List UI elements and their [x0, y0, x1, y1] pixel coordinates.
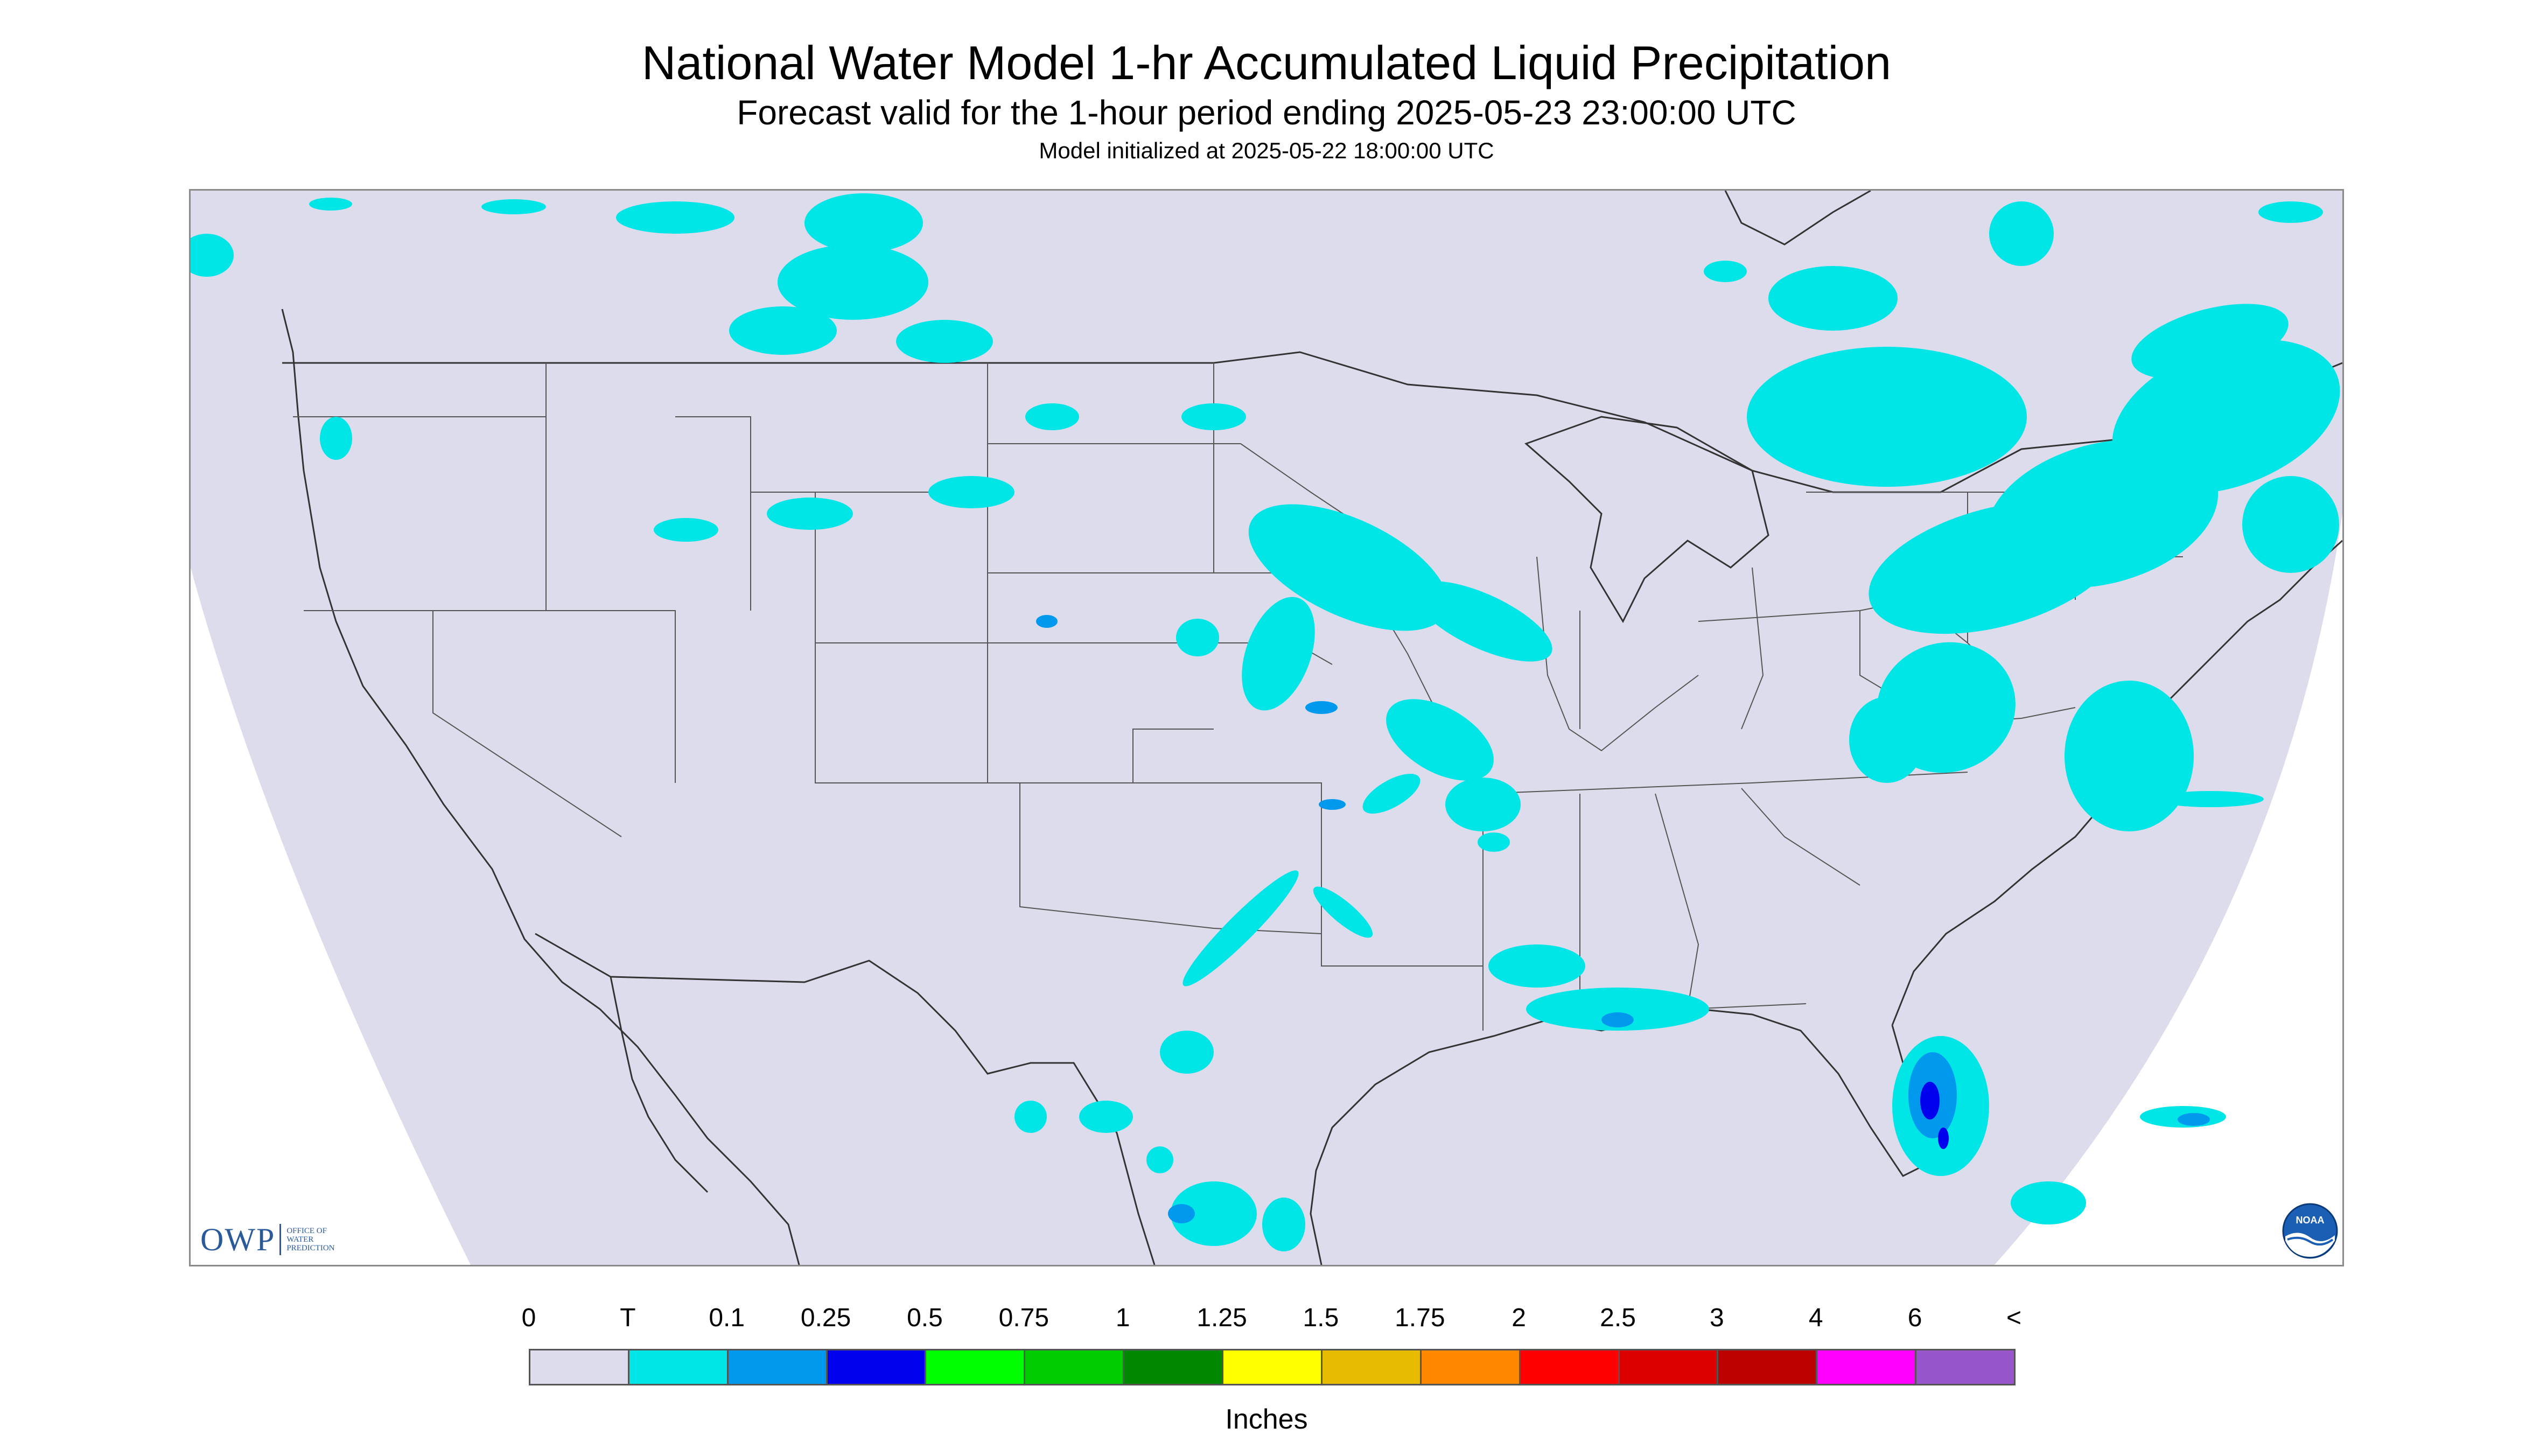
map-canvas: [191, 191, 2342, 1265]
precip-trace-areas: [191, 193, 2340, 1251]
legend-tick-label: 0: [521, 1304, 536, 1332]
map-subtitle: Forecast valid for the 1-hour period end…: [737, 93, 1796, 132]
legend-tick-label: 3: [1710, 1304, 1724, 1332]
owp-logo-divider: [279, 1224, 282, 1255]
legend-tick-label: T: [620, 1304, 636, 1332]
legend-swatch: [627, 1349, 729, 1385]
mexico-border: [535, 933, 1156, 1265]
legend-swatch: [1816, 1349, 1917, 1385]
legend-tick-label: 1.5: [1303, 1304, 1339, 1332]
legend-swatch: [1024, 1349, 1125, 1385]
legend-swatch: [825, 1349, 927, 1385]
legend-tick-label: 2.5: [1600, 1304, 1636, 1332]
legend-tick-label: 0.75: [998, 1304, 1049, 1332]
legend-swatch: [1123, 1349, 1224, 1385]
legend-tick-label: 1: [1115, 1304, 1130, 1332]
legend-swatch: [1419, 1349, 1521, 1385]
map-title: National Water Model 1-hr Accumulated Li…: [641, 36, 1892, 89]
model-init-label: Model initialized at 2025-05-22 18:00:00…: [1039, 138, 1494, 163]
legend-swatch: [925, 1349, 1026, 1385]
legend-units: Inches: [1225, 1404, 1308, 1435]
legend-tick-label: 0.5: [907, 1304, 943, 1332]
model-domain: [191, 191, 2342, 1265]
legend-swatch: [1915, 1349, 2016, 1385]
owp-logo-letters: OWP: [200, 1221, 276, 1257]
owp-logo: OWP OFFICE OF WATER PREDICTION: [200, 1218, 367, 1261]
hudson-bay-shore: [1724, 191, 1871, 246]
legend-swatch: [1519, 1349, 1620, 1385]
legend-tick-label: 6: [1907, 1304, 1922, 1332]
legend-tick-label: <: [2006, 1304, 2022, 1332]
noaa-logo: NOAA: [2282, 1203, 2338, 1259]
legend-swatch: [1717, 1349, 1818, 1385]
legend-tick-label: 2: [1512, 1304, 1527, 1332]
legend-swatch: [726, 1349, 828, 1385]
legend-tick-label: 1.75: [1395, 1304, 1445, 1332]
legend-tick-label: 0.25: [800, 1304, 851, 1332]
precip-moderate-areas: [1920, 1082, 1949, 1149]
west-coast: [281, 309, 800, 1265]
legend-swatch: [529, 1349, 629, 1385]
svg-text:NOAA: NOAA: [2296, 1215, 2325, 1226]
great-lakes: [1524, 416, 1769, 624]
owp-logo-text: OFFICE OF WATER PREDICTION: [286, 1227, 335, 1252]
legend-tick-label: 0.1: [709, 1304, 745, 1332]
legend-tick-label: 4: [1808, 1304, 1823, 1332]
legend-tick-label: 1.25: [1196, 1304, 1247, 1332]
legend-swatch: [1320, 1349, 1422, 1385]
precipitation-map: [189, 189, 2344, 1266]
legend-swatch: [1618, 1349, 1719, 1385]
baja: [610, 976, 709, 1193]
legend-swatch: [1222, 1349, 1323, 1385]
